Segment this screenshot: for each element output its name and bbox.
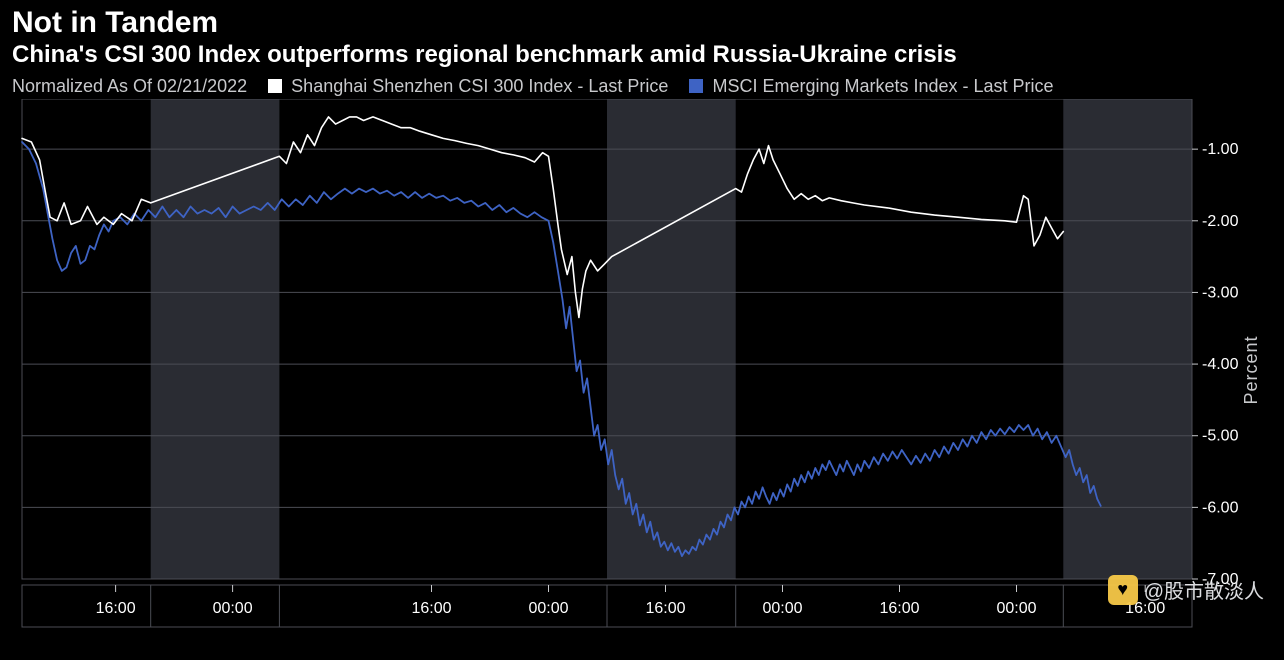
svg-text:-2.00: -2.00 bbox=[1202, 213, 1239, 230]
watermark-icon: ♥ bbox=[1108, 575, 1138, 605]
legend-label: MSCI Emerging Markets Index - Last Price bbox=[712, 76, 1053, 96]
svg-text:-5.00: -5.00 bbox=[1202, 428, 1239, 445]
svg-text:00:00: 00:00 bbox=[213, 600, 253, 617]
svg-text:16:00: 16:00 bbox=[879, 600, 919, 617]
series-swatch-icon bbox=[268, 79, 282, 93]
svg-text:00:00: 00:00 bbox=[528, 600, 568, 617]
svg-text:00:00: 00:00 bbox=[996, 600, 1036, 617]
svg-text:16:00: 16:00 bbox=[411, 600, 451, 617]
watermark-text: @股市散淡人 bbox=[1144, 575, 1264, 604]
svg-text:16:00: 16:00 bbox=[645, 600, 685, 617]
watermark: ♥ @股市散淡人 bbox=[1108, 575, 1264, 605]
line-chart: -1.00-2.00-3.00-4.00-5.00-6.00-7.0016:00… bbox=[12, 99, 1272, 641]
chart-legend: Normalized As Of 02/21/2022 Shanghai She… bbox=[0, 72, 1284, 99]
legend-normalized: Normalized As Of 02/21/2022 bbox=[12, 76, 247, 97]
chart-title: Not in Tandem bbox=[12, 6, 1272, 39]
legend-label: Shanghai Shenzhen CSI 300 Index - Last P… bbox=[291, 76, 668, 96]
legend-series-0: Shanghai Shenzhen CSI 300 Index - Last P… bbox=[262, 76, 668, 97]
legend-series-1: MSCI Emerging Markets Index - Last Price bbox=[683, 76, 1053, 97]
chart-container: -1.00-2.00-3.00-4.00-5.00-6.00-7.0016:00… bbox=[12, 99, 1272, 641]
svg-text:-6.00: -6.00 bbox=[1202, 499, 1239, 516]
series-swatch-icon bbox=[689, 79, 703, 93]
svg-text:00:00: 00:00 bbox=[762, 600, 802, 617]
y-axis-title: Percent bbox=[1241, 335, 1262, 404]
chart-subtitle: China's CSI 300 Index outperforms region… bbox=[12, 41, 1272, 70]
svg-text:-4.00: -4.00 bbox=[1202, 356, 1239, 373]
svg-text:-1.00: -1.00 bbox=[1202, 141, 1239, 158]
svg-text:-3.00: -3.00 bbox=[1202, 284, 1239, 301]
svg-text:16:00: 16:00 bbox=[96, 600, 136, 617]
